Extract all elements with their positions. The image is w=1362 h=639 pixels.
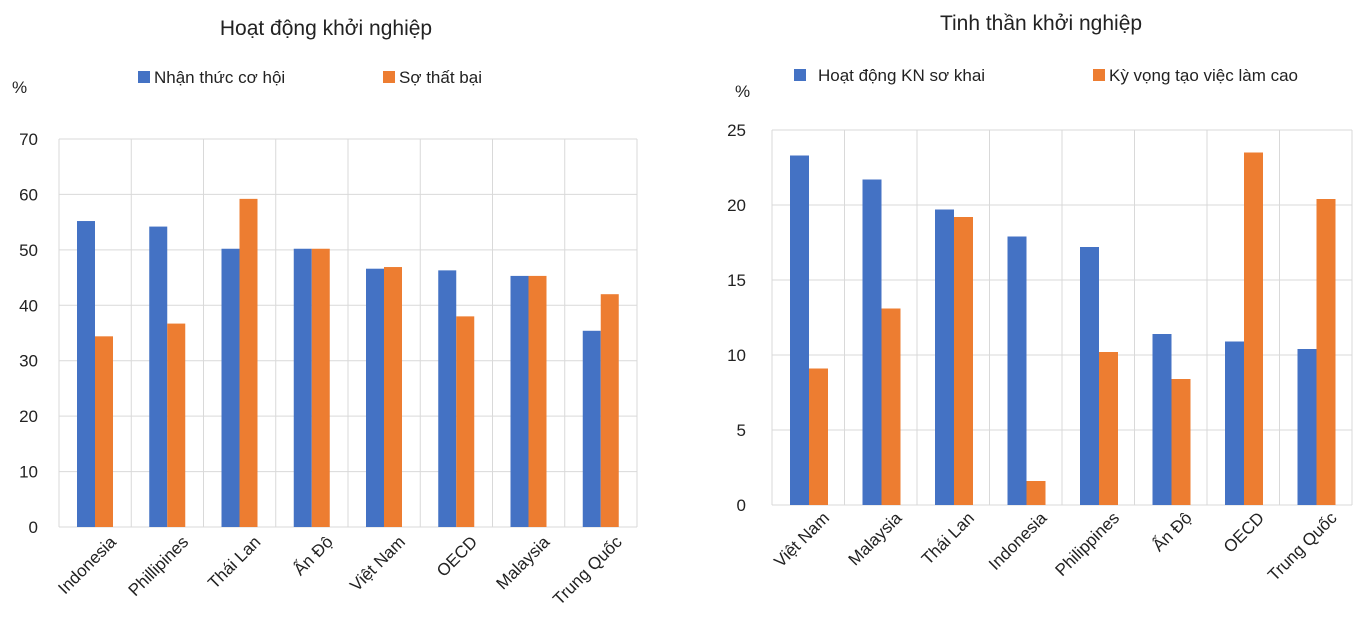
x-tick-label: Indonesia xyxy=(985,508,1051,574)
legend-label: Hoạt động KN sơ khai xyxy=(818,66,985,85)
bar xyxy=(366,268,384,527)
x-tick-label: Philippines xyxy=(1051,508,1123,580)
bar xyxy=(954,217,973,505)
y-tick-label: 50 xyxy=(19,241,38,260)
y-tick-label: 20 xyxy=(727,196,746,215)
bar xyxy=(790,155,809,505)
bar xyxy=(1171,379,1191,505)
bar xyxy=(167,323,186,527)
bar xyxy=(582,330,601,527)
unit-label: % xyxy=(12,78,27,97)
legend-label: Kỳ vọng tạo việc làm cao xyxy=(1109,66,1298,85)
bar xyxy=(221,248,240,527)
bar xyxy=(881,308,901,505)
x-tick-label: Việt Nam xyxy=(346,532,409,595)
bar xyxy=(510,275,529,527)
bar xyxy=(239,198,258,527)
chart-left: Hoạt động khởi nghiệp % Nhận thức cơ hội… xyxy=(12,17,638,609)
legend-label: Sợ thất bại xyxy=(399,68,482,87)
chart-title: Tinh thần khởi nghiệp xyxy=(940,12,1142,35)
x-tick-label: OECD xyxy=(433,532,481,580)
x-tick-label: Ấn Độ xyxy=(290,532,337,579)
x-tick-label: Thái Lan xyxy=(918,508,978,568)
x-tick-label: Malaysia xyxy=(845,508,906,569)
y-tick-label: 5 xyxy=(737,421,746,440)
x-tick-label: Indonesia xyxy=(54,532,120,598)
x-tick-label: OECD xyxy=(1220,508,1268,556)
legend-label: Nhận thức cơ hội xyxy=(154,68,285,87)
unit-label: % xyxy=(735,82,750,101)
bar xyxy=(1007,236,1027,505)
x-tick-label: Thái Lan xyxy=(204,532,264,592)
bar xyxy=(95,336,113,527)
x-tick-label: Malaysia xyxy=(493,532,554,593)
chart-right: Tinh thần khởi nghiệp % Hoạt động KN sơ … xyxy=(727,12,1353,585)
y-tick-label: 0 xyxy=(737,496,746,515)
bar xyxy=(1297,349,1317,505)
bar xyxy=(1026,481,1046,505)
y-tick-label: 10 xyxy=(727,346,746,365)
bar xyxy=(1244,152,1263,505)
bar xyxy=(809,368,828,505)
x-tick-label: Phillipines xyxy=(125,532,193,600)
bar xyxy=(1225,341,1244,505)
legend-swatch xyxy=(1093,69,1105,81)
y-tick-label: 60 xyxy=(19,185,38,204)
y-tick-label: 70 xyxy=(19,130,38,149)
x-tick-label: Trung Quốc xyxy=(549,532,626,609)
bar xyxy=(1152,334,1172,505)
bar xyxy=(600,294,619,527)
bar xyxy=(149,226,168,527)
x-tick-label: Ấn Độ xyxy=(1149,508,1196,555)
bar xyxy=(77,221,95,527)
x-tick-label: Việt Nam xyxy=(770,508,833,571)
bar xyxy=(1316,199,1336,505)
legend-swatch xyxy=(794,69,806,81)
bar xyxy=(456,316,475,527)
bar xyxy=(438,270,457,527)
y-tick-label: 30 xyxy=(19,352,38,371)
y-tick-label: 20 xyxy=(19,407,38,426)
chart-title: Hoạt động khởi nghiệp xyxy=(220,17,432,40)
legend-swatch xyxy=(383,71,395,83)
y-tick-label: 15 xyxy=(727,271,746,290)
bar xyxy=(293,248,312,527)
bar xyxy=(862,179,882,505)
bar xyxy=(528,275,547,527)
y-tick-label: 40 xyxy=(19,296,38,315)
bar xyxy=(1099,352,1118,505)
y-tick-label: 25 xyxy=(727,121,746,140)
y-tick-label: 10 xyxy=(19,463,38,482)
legend-swatch xyxy=(138,71,150,83)
bar xyxy=(311,248,330,527)
bar xyxy=(935,209,954,505)
bar xyxy=(384,267,402,527)
x-tick-label: Trung Quốc xyxy=(1264,508,1341,585)
bar xyxy=(1080,247,1099,505)
y-tick-label: 0 xyxy=(29,518,38,537)
